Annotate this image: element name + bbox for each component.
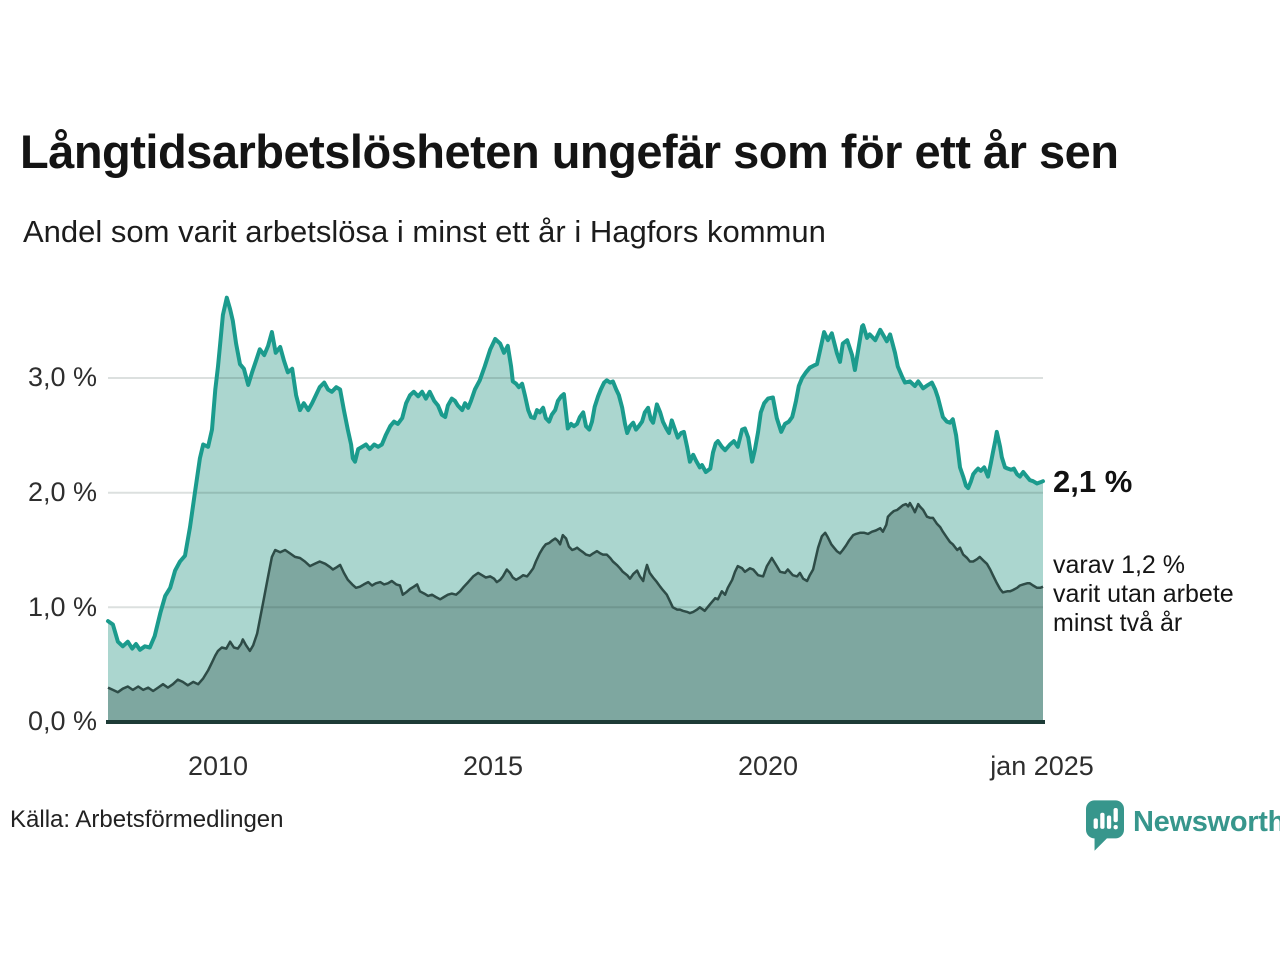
- y-axis-label-2: 2,0 %: [27, 477, 97, 507]
- page-title: Långtidsarbetslösheten ungefär som för e…: [20, 125, 1119, 178]
- secondary-value-annotation: varav 1,2 % varit utan arbete minst två …: [1053, 551, 1234, 638]
- secondary-annotation-line-2: varit utan arbete: [1053, 580, 1234, 608]
- y-axis-label-0: 0,0 %: [27, 706, 97, 736]
- newsworthy-wordmark: Newsworthy: [1133, 806, 1280, 838]
- line-two-years: [107, 501, 1044, 694]
- x-axis-label-2015: 2015: [462, 751, 524, 781]
- x-axis-label-2010: 2010: [187, 751, 249, 781]
- secondary-annotation-line-3: minst två år: [1053, 609, 1183, 637]
- area-fill-two-years: [108, 503, 1043, 722]
- chart-subtitle: Andel som varit arbetslösa i minst ett å…: [23, 214, 826, 249]
- logo-bar-short: [1093, 818, 1098, 829]
- x-axis-label-jan-2025: jan 2025: [990, 751, 1094, 781]
- newsworthy-logo-icon: [1086, 800, 1124, 851]
- source-attribution: Källa: Arbetsförmedlingen: [10, 806, 284, 833]
- newsworthy-brand: Newsworthy: [1086, 800, 1280, 852]
- logo-exclamation-bar: [1113, 807, 1118, 823]
- y-axis-label-3: 3,0 %: [27, 362, 97, 392]
- logo-bar-tall: [1100, 812, 1105, 829]
- latest-value-annotation: 2,1 %: [1053, 464, 1133, 499]
- y-axis-label-1: 1,0 %: [27, 592, 97, 622]
- x-axis-label-2020: 2020: [737, 751, 799, 781]
- logo-exclamation-dot: [1113, 825, 1118, 830]
- line-total: [106, 295, 1045, 652]
- secondary-annotation-line-1: varav 1,2 %: [1053, 551, 1186, 579]
- logo-bar-medium: [1106, 815, 1112, 829]
